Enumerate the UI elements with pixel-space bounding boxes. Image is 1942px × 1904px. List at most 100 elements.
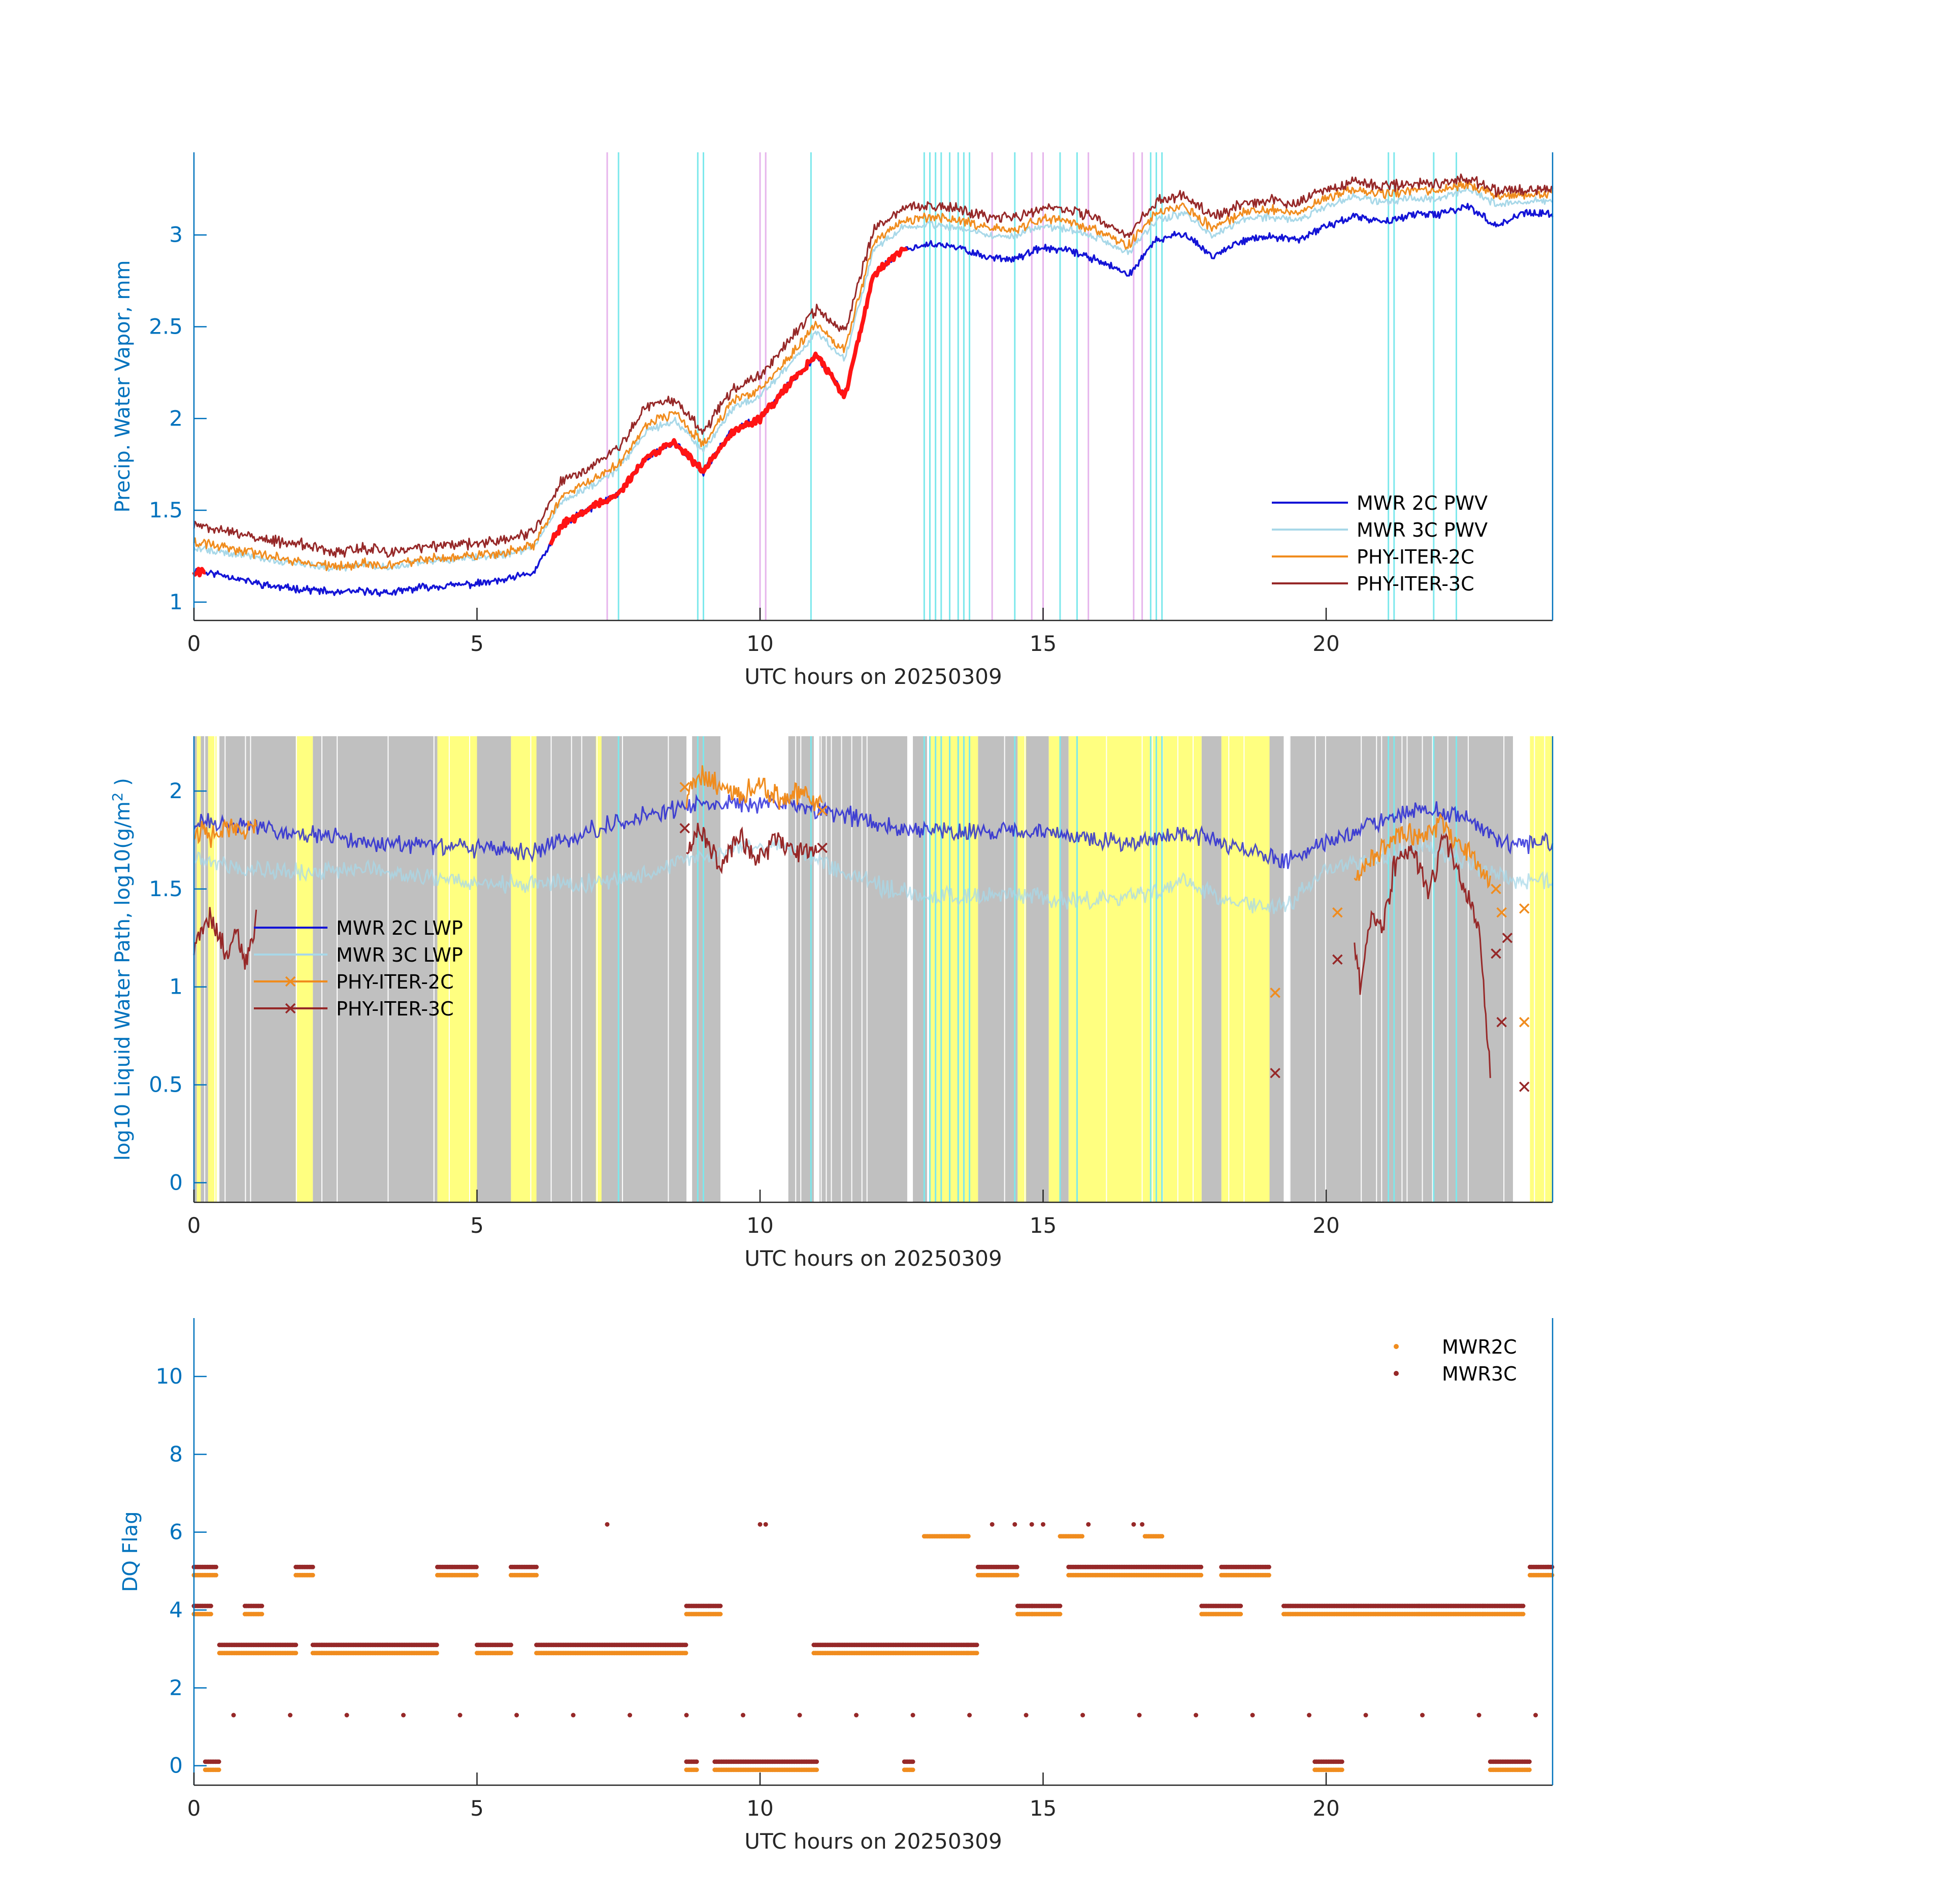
lwp-y-tick-label: 0.5	[149, 1072, 183, 1097]
lwp-marker-3c-stroke	[1502, 933, 1513, 943]
dq-point-mwr3c	[718, 1603, 723, 1608]
lwp-yellow-band	[1221, 736, 1270, 1202]
lwp-x-tick-label: 5	[470, 1213, 484, 1238]
lwp-series-line-1	[193, 837, 1554, 914]
lwp-marker-3c	[1332, 954, 1343, 965]
lwp-yellow-band	[930, 736, 978, 1202]
dq-point-mwr3c	[1131, 1522, 1136, 1527]
lwp-yellow-band	[1068, 736, 1202, 1202]
dq-point-mwr2c	[1339, 1767, 1344, 1772]
dq-point-mwr3c	[974, 1643, 979, 1648]
dq-point-mwr2c	[259, 1612, 265, 1617]
dq-point-mwr3c	[310, 1564, 315, 1569]
dq-point-mwr2c	[966, 1534, 971, 1539]
dq-point-mwr3c	[605, 1522, 610, 1527]
lwp-x-tick-label: 15	[1030, 1213, 1057, 1238]
dq-point-mwr3c	[1307, 1713, 1312, 1718]
dq-point-mwr2c	[474, 1572, 479, 1578]
dq-point-mwr3c	[1137, 1713, 1142, 1718]
dq-point-mwr3c	[293, 1643, 299, 1648]
dq-point-mwr3c	[1533, 1713, 1538, 1718]
dq-point-mwr3c	[628, 1713, 633, 1718]
pwv-series	[192, 173, 1554, 597]
dq-point-mwr3c	[208, 1603, 213, 1608]
dq-point-mwr2c	[434, 1651, 439, 1656]
lwp-legend-marker	[285, 1003, 296, 1014]
dq-point-mwr3c	[571, 1713, 576, 1718]
dq-point-mwr3c	[1476, 1713, 1482, 1718]
lwp-gray-band	[313, 736, 438, 1202]
dq-point-mwr3c	[259, 1603, 265, 1608]
dq-point-mwr3c	[694, 1759, 699, 1764]
dq-point-mwr2c	[1058, 1612, 1063, 1617]
lwp-marker-2c-stroke	[1496, 907, 1507, 918]
lwp-y-tick-label: 1	[169, 974, 183, 999]
lwp-marker-3c-stroke	[1270, 1068, 1280, 1078]
pwv-y-tick-label: 3	[169, 222, 183, 247]
lwp-panel: 0 5 10 15 20 0 0.5 1 1.5 2 log10 Liquid Water Pat…	[109, 736, 1554, 1271]
dq-point-mwr2c	[1527, 1767, 1532, 1772]
dq-point-mwr2c	[208, 1612, 213, 1617]
lwp-marker-2c-stroke	[1270, 988, 1280, 998]
lwp-marker-3c	[1496, 1016, 1507, 1028]
lwp-marker-3c-stroke	[679, 823, 690, 834]
dq-point-mwr3c	[797, 1713, 802, 1718]
pwv-legend-label: PHY-ITER-2C	[1357, 546, 1474, 568]
lwp-yellow-band	[1017, 736, 1027, 1202]
dq-point-mwr2c	[534, 1572, 539, 1578]
dq-point-mwr3c	[514, 1713, 519, 1718]
lwp-marker-3c	[1519, 1081, 1530, 1092]
dq-point-mwr2c	[1238, 1612, 1243, 1617]
lwp-gray-band	[194, 736, 197, 1202]
dq-x-axis-label: UTC hours on 20250309	[744, 1829, 1002, 1854]
pwv-legend: MWR 2C PWV MWR 3C PWV PHY-ITER-2C PHY-ITER-…	[1272, 492, 1488, 595]
lwp-series-line-2	[685, 765, 823, 811]
lwp-gray-band	[1201, 736, 1222, 1202]
dq-x-tick-label: 15	[1030, 1796, 1057, 1821]
dq-point-mwr3c	[814, 1759, 819, 1764]
lwp-y-axis-label: log10 Liquid Water Path, log10(g/m2 )	[109, 778, 135, 1161]
lwp-x-axis-label: UTC hours on 20250309	[744, 1246, 1002, 1271]
lwp-marker-3c	[817, 842, 828, 853]
dq-point-mwr3c	[990, 1522, 995, 1527]
lwp-yellow-band	[1048, 736, 1060, 1202]
dq-point-mwr3c	[1029, 1522, 1034, 1527]
lwp-marker-2c-stroke	[817, 805, 828, 816]
dq-point-mwr2c	[293, 1651, 299, 1656]
dq-point-mwr3c	[1250, 1713, 1255, 1718]
dq-point-mwr2c	[508, 1651, 513, 1656]
lwp-series	[193, 765, 1554, 1092]
pwv-rain-flag-segment	[192, 567, 207, 578]
dq-point-mwr3c	[1238, 1603, 1243, 1608]
dq-point-mwr2c	[683, 1651, 688, 1656]
dq-point-mwr3c	[763, 1522, 768, 1527]
pwv-y-axis-label: Precip. Water Vapor, mm	[111, 260, 135, 513]
dq-point-mwr3c	[1527, 1759, 1532, 1764]
dq-point-mwr3c	[1363, 1713, 1368, 1718]
lwp-axes: 0 5 10 15 20 0 0.5 1 1.5 2	[149, 736, 1554, 1238]
lwp-gray-band	[1269, 736, 1284, 1202]
lwp-legend: MWR 2C LWP MWR 3C LWP PHY-ITER-2C PHY-ITER-…	[254, 917, 463, 1020]
dq-point-mwr3c	[1014, 1564, 1019, 1569]
lwp-marker-3c	[1502, 933, 1513, 943]
dq-point-mwr2c	[718, 1612, 723, 1617]
lwp-yellow-band	[511, 736, 537, 1202]
lwp-marker-2c	[1496, 907, 1507, 918]
lwp-yellow-band	[437, 736, 477, 1202]
dq-point-mwr3c	[854, 1713, 859, 1718]
dq-point-mwr3c	[401, 1713, 406, 1718]
dq-point-mwr2c	[1160, 1534, 1165, 1539]
dq-point-mwr3c	[1058, 1603, 1063, 1608]
pwv-series-line-1	[193, 186, 1553, 572]
lwp-marker-2c	[679, 782, 690, 793]
lwp-gray-band	[978, 736, 1018, 1202]
dq-point-mwr3c	[1086, 1522, 1091, 1527]
dq-point-mwr3c	[1194, 1713, 1199, 1718]
pwv-x-tick-label: 0	[187, 631, 201, 656]
dq-y-tick-label: 8	[169, 1441, 183, 1466]
dq-axes: 0 5 10 15 20 0 2 4 6 8 10	[156, 1318, 1554, 1821]
dq-y-tick-label: 0	[169, 1753, 183, 1778]
dq-series	[191, 1522, 1555, 1772]
dq-legend-marker	[1394, 1371, 1399, 1376]
